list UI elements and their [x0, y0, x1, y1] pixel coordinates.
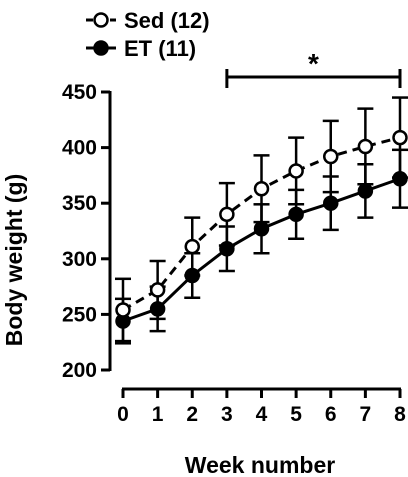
y-tick-label: 400 — [62, 137, 97, 160]
x-tick-label: 5 — [290, 403, 302, 426]
significance-label: * — [308, 48, 319, 79]
data-point-sed — [219, 206, 235, 223]
legend-label-et: ET (11) — [124, 36, 196, 61]
data-point-sed — [357, 138, 374, 155]
legend-item-et: ET (11) — [86, 36, 196, 61]
y-tick-label: 300 — [62, 248, 97, 271]
y-tick-label: 450 — [62, 81, 97, 104]
series-sed — [115, 96, 408, 343]
data-point-et — [323, 195, 339, 211]
annotation-layer: * — [225, 48, 402, 88]
data-point-sed — [288, 163, 304, 179]
x-tick-label: 7 — [360, 403, 372, 426]
data-point-et — [357, 183, 374, 199]
data-point-sed — [115, 302, 131, 318]
data-point-sed — [392, 129, 408, 146]
x-tick-label: 1 — [152, 403, 164, 426]
x-tick-label: 8 — [394, 403, 406, 426]
x-tick-label: 4 — [256, 403, 268, 426]
data-point-et — [253, 221, 270, 237]
legend-swatch-marker-sed — [93, 12, 109, 28]
data-point-sed — [149, 282, 166, 298]
data-point-sed — [184, 238, 200, 255]
legend-swatch-marker-et — [93, 40, 109, 56]
y-tick-label: 200 — [62, 359, 97, 382]
x-tick-label: 6 — [325, 403, 337, 426]
axes: 200 250 300 350 400 450 0 1 2 3 4 5 6 7 8 — [62, 81, 406, 426]
legend-label-sed: Sed (12) — [124, 8, 210, 33]
x-tick-label: 2 — [186, 403, 198, 426]
legend-item-sed: Sed (12) — [86, 8, 210, 33]
series-layer — [115, 96, 408, 345]
y-tick-label: 350 — [62, 192, 97, 215]
data-point-et — [288, 206, 304, 223]
y-axis-title: Body weight (g) — [1, 174, 27, 346]
x-tick-label: 0 — [117, 403, 129, 426]
x-tick-label: 3 — [221, 403, 233, 426]
legend: Sed (12) ET (11) — [86, 8, 210, 61]
data-point-sed — [323, 148, 339, 165]
x-axis-title: Week number — [185, 452, 335, 477]
data-point-sed — [253, 180, 270, 197]
y-tick-label: 250 — [62, 303, 97, 326]
